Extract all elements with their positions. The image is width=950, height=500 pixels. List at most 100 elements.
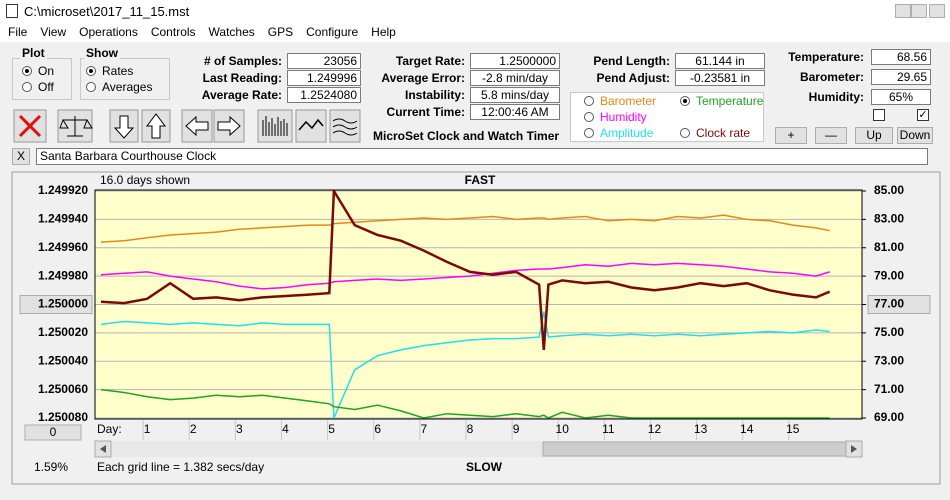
radio-label: On [38,64,55,78]
series-line [100,311,830,419]
field-value: 68.56 [871,49,931,65]
close-clock[interactable]: X [12,148,30,165]
sensor-button[interactable]: + [775,127,807,144]
icon [146,113,166,139]
x-tick-label: 3 [236,422,243,436]
field-label: Pend Adjust: [596,71,670,85]
reset-label: 0 [50,425,57,439]
icon [262,116,288,136]
window-title: C:\microset\2017_11_15.mst [24,4,190,19]
series-line [100,262,830,290]
field-label: Barometer: [799,70,864,84]
x-tick-label: 15 [786,422,800,436]
icon [18,114,42,138]
radio[interactable] [22,82,32,92]
sensor-button[interactable]: Down [897,127,933,144]
field-label: Instability: [404,88,465,102]
field-value: -0.23581 in [675,70,765,86]
radio[interactable] [584,112,594,122]
icon [217,115,241,137]
series-line [100,388,830,419]
y2-tick-label: 83.00 [874,212,904,226]
app-name: MicroSet Clock and Watch Timer [373,129,560,143]
menu-item[interactable]: Help [371,25,396,39]
x-label: Day: [97,422,122,436]
series-selector [570,92,764,142]
menu-item[interactable]: Watches [208,25,255,39]
icon [298,118,324,131]
x-tick-label: 12 [648,422,662,436]
menu-item[interactable]: Operations [79,25,138,39]
tick-button [867,295,931,314]
x-tick-label: 13 [694,422,708,436]
y2-tick-label: 75.00 [874,325,904,339]
x-tick-label: 14 [740,422,754,436]
radio[interactable] [584,96,594,106]
field-value: 1.2500000 [470,53,560,69]
y-tick-label: 1.250000 [38,297,88,311]
series-line [100,190,831,350]
y-tick-label: 1.249980 [38,268,88,282]
y-tick-label: 1.250020 [38,325,88,339]
maximize[interactable] [911,4,927,18]
radio[interactable] [22,66,32,76]
legend-entry: Humidity [600,110,647,124]
field-value: -2.8 min/day [470,70,560,86]
tool-balance[interactable] [57,109,93,143]
tick-button [19,295,93,314]
field-label: Last Reading: [202,71,282,85]
checkbox[interactable] [873,109,885,121]
minimize[interactable] [895,4,911,18]
radio[interactable] [86,66,96,76]
x-tick-label: 5 [328,422,335,436]
menu-item[interactable]: Configure [306,25,359,39]
y-tick-label: 1.249920 [38,183,88,197]
menu-item[interactable]: File [8,25,28,39]
title-bar: C:\microset\2017_11_15.mst [0,0,950,23]
radio[interactable] [680,96,690,106]
scroll-thumb[interactable] [542,441,847,457]
x-tick-label: 1 [144,422,151,436]
tool-bars[interactable] [257,109,293,143]
x-tick-label: 6 [374,422,381,436]
field-label: Average Rate: [201,88,282,102]
menu-item[interactable]: GPS [267,25,294,39]
y2-tick-label: 85.00 [874,183,904,197]
show-group [80,58,170,100]
days-shown: 16.0 days shown [100,173,190,187]
y2-tick-label: 81.00 [874,240,904,254]
field-value: 29.65 [871,69,931,85]
menu-item[interactable]: Controls [150,25,196,39]
legend-entry: Temperature [696,94,764,108]
y-tick-label: 1.250040 [38,353,88,367]
plot-border [94,189,863,420]
x-tick-label: 8 [467,422,474,436]
icon [59,116,93,137]
y2-tick-label: 77.00 [874,297,904,311]
legend-entry: Clock rate [696,126,751,140]
menu-item[interactable]: View [40,25,67,39]
field-label: Pend Length: [593,54,670,68]
radio[interactable] [584,128,594,138]
field-label: Current Time: [386,105,465,119]
radio[interactable] [86,82,96,92]
field-value: 1.249996 [287,70,361,86]
field-label: Average Error: [381,71,465,85]
field-value: 5.8 mins/day [470,87,560,103]
clock-name[interactable]: Santa Barbara Courthouse Clock [36,148,928,165]
radio-label: Rates [102,64,134,78]
close[interactable] [929,4,945,18]
y-tick-label: 1.250080 [38,410,88,424]
x-tick-label: 7 [421,422,428,436]
field-label: # of Samples: [203,54,282,68]
radio[interactable] [680,128,690,138]
bottom-label: SLOW [466,460,503,474]
legend-entry: Barometer [600,94,657,108]
field-value: 1.2524080 [287,87,361,103]
field-label: Humidity: [808,90,864,104]
sensor-button[interactable]: Up [855,127,893,144]
zoom-label: 1.59% [34,460,68,474]
sensor-button[interactable]: — [815,127,847,144]
checkbox[interactable]: ✓ [917,109,929,121]
